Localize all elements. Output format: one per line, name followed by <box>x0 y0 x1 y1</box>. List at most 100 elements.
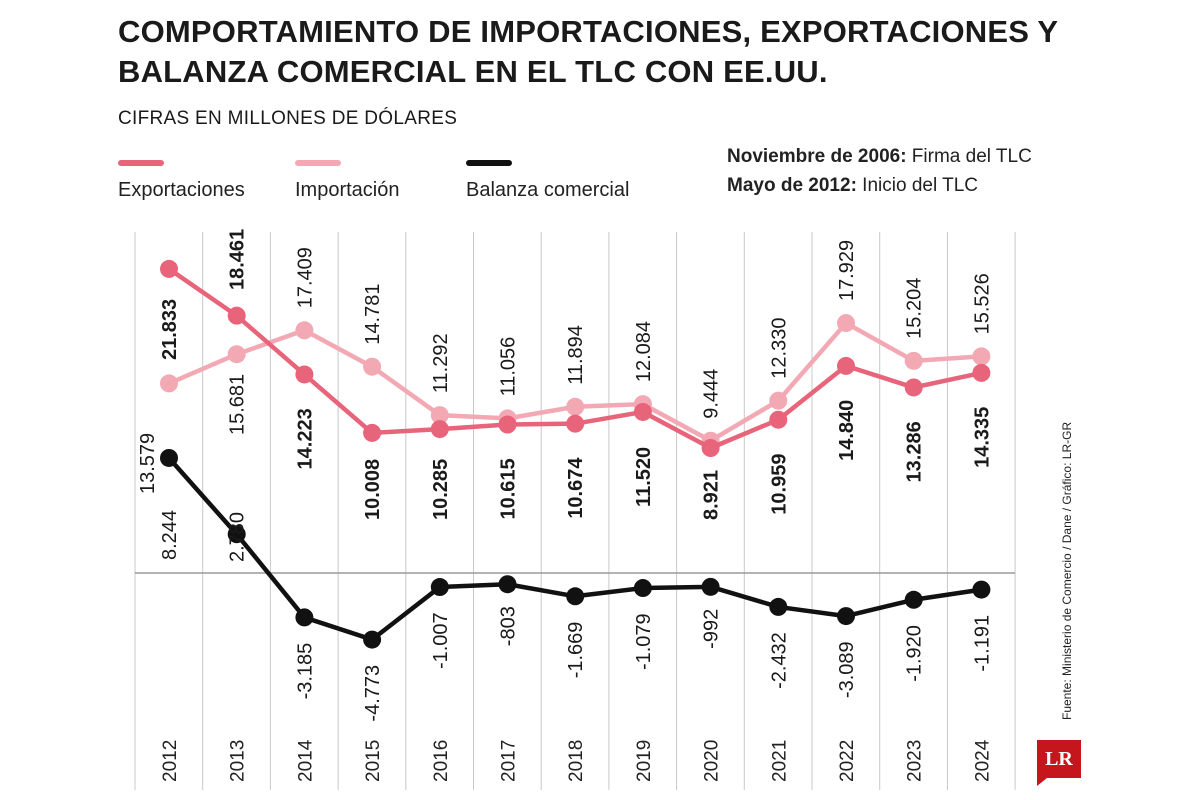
exportaciones-data-label: 21.833 <box>159 299 181 360</box>
importacion-data-label: 15.204 <box>904 278 926 339</box>
chart-subtitle: CIFRAS EN MILLONES DE DÓLARES <box>118 108 458 129</box>
importacion-point <box>769 391 788 410</box>
exportaciones-data-label: 10.674 <box>565 457 587 519</box>
x-tick-label: 2017 <box>499 740 520 782</box>
importacion-data-label: 17.929 <box>836 240 858 301</box>
balanza-data-label: -2.432 <box>768 632 790 689</box>
legend-label-importacion: Importación <box>295 179 400 201</box>
note-inicio-bold: Mayo de 2012: <box>727 175 857 196</box>
balanza-data-label: -3.089 <box>836 641 858 698</box>
importacion-point <box>904 351 923 370</box>
note-firma-bold: Noviembre de 2006: <box>727 146 907 167</box>
legend-exportaciones: Exportaciones <box>118 160 245 202</box>
x-tick-label: 2018 <box>566 740 587 782</box>
exportaciones-point <box>837 356 855 375</box>
note-inicio: Mayo de 2012: Inicio del TLC <box>727 175 978 197</box>
x-tick-label: 2016 <box>431 740 452 782</box>
exportaciones-point <box>972 363 991 382</box>
balanza-data-label: -1.079 <box>633 613 655 670</box>
importacion-point <box>363 357 382 376</box>
importacion-data-label: 13.579 <box>137 433 159 494</box>
balanza-data-label: -1.920 <box>904 625 926 682</box>
x-tick-label: 2024 <box>972 739 993 782</box>
balanza-point <box>633 579 652 598</box>
importacion-data-label: 15.526 <box>971 273 993 334</box>
balanza-point <box>295 608 314 627</box>
legend-swatch-importacion <box>295 160 341 166</box>
exportaciones-point <box>430 420 449 439</box>
note-inicio-text: Inicio del TLC <box>856 175 979 196</box>
legend-balanza: Balanza comercial <box>466 160 629 202</box>
balanza-data-label: -1.191 <box>971 615 993 672</box>
exportaciones-data-label: 10.008 <box>362 459 384 520</box>
balanza-point <box>769 597 788 616</box>
balanza-point <box>701 577 720 596</box>
balanza-point <box>160 448 178 467</box>
balanza-point <box>227 525 246 544</box>
balanza-point <box>904 590 923 609</box>
source-note: Fuente: Ministerio de Comercio / Dane / … <box>1060 421 1074 720</box>
balanza-data-label: -1.669 <box>565 622 587 679</box>
balanza-data-label: -803 <box>498 606 520 646</box>
importacion-data-label: 11.292 <box>430 333 452 393</box>
exportaciones-point <box>295 365 314 384</box>
balanza-data-label: -992 <box>701 609 723 649</box>
exportaciones-data-label: 14.840 <box>836 400 858 461</box>
importacion-data-label: 9.444 <box>701 369 723 419</box>
exportaciones-point <box>566 414 585 433</box>
x-tick-label: 2012 <box>160 740 181 782</box>
importacion-point <box>430 406 449 425</box>
exportaciones-point <box>363 423 382 442</box>
importacion-point <box>972 347 991 366</box>
balanza-point <box>363 630 382 649</box>
exportaciones-point <box>498 415 517 434</box>
exportaciones-data-label: 14.335 <box>971 407 993 468</box>
importacion-point <box>837 314 855 333</box>
note-firma: Noviembre de 2006: Firma del TLC <box>727 146 1032 168</box>
importacion-data-label: 12.330 <box>768 318 790 379</box>
x-tick-label: 2019 <box>634 740 655 782</box>
importacion-data-label: 15.681 <box>227 374 249 435</box>
exportaciones-data-label: 10.285 <box>430 459 452 520</box>
importacion-point <box>227 345 246 364</box>
legend-importacion: Importación <box>295 160 400 202</box>
importacion-data-label: 17.409 <box>294 247 316 308</box>
x-tick-label: 2013 <box>228 740 249 782</box>
exportaciones-point <box>701 439 720 457</box>
x-tick-label: 2022 <box>837 740 858 782</box>
x-tick-label: 2014 <box>295 739 316 782</box>
exportaciones-point <box>904 378 923 397</box>
exportaciones-point <box>769 410 788 429</box>
importacion-point <box>160 374 178 393</box>
exportaciones-data-label: 10.615 <box>498 458 520 519</box>
legend-swatch-balanza <box>466 160 512 166</box>
importacion-point <box>566 397 585 416</box>
balanza-point <box>430 578 449 597</box>
importacion-data-label: 12.084 <box>633 321 655 382</box>
legend-label-exportaciones: Exportaciones <box>118 179 245 201</box>
exportaciones-data-label: 14.223 <box>294 408 316 469</box>
exportaciones-point <box>160 259 178 278</box>
exportaciones-data-label: 8.921 <box>701 470 723 520</box>
balanza-point <box>972 580 991 599</box>
balanza-point <box>837 607 855 626</box>
balanza-data-label: 8.244 <box>159 510 181 560</box>
legend-label-balanza: Balanza comercial <box>466 179 630 201</box>
importacion-data-label: 14.781 <box>362 284 384 345</box>
exportaciones-data-label: 11.520 <box>633 447 655 507</box>
balanza-data-label: -1.007 <box>430 612 452 669</box>
balanza-data-label: -4.773 <box>362 665 384 722</box>
legend-swatch-exportaciones <box>118 160 164 166</box>
balanza-data-label: -3.185 <box>294 643 316 700</box>
importacion-point <box>295 321 314 340</box>
balanza-data-label: 2.780 <box>227 512 249 562</box>
balanza-point <box>498 575 517 594</box>
exportaciones-point <box>227 306 246 325</box>
importacion-data-label: 11.056 <box>498 337 520 397</box>
exportaciones-data-label: 18.461 <box>227 229 249 290</box>
lr-logo: LR <box>1037 740 1081 786</box>
importacion-data-label: 11.894 <box>565 325 587 385</box>
x-tick-label: 2020 <box>702 740 723 782</box>
exportaciones-data-label: 13.286 <box>904 421 926 482</box>
